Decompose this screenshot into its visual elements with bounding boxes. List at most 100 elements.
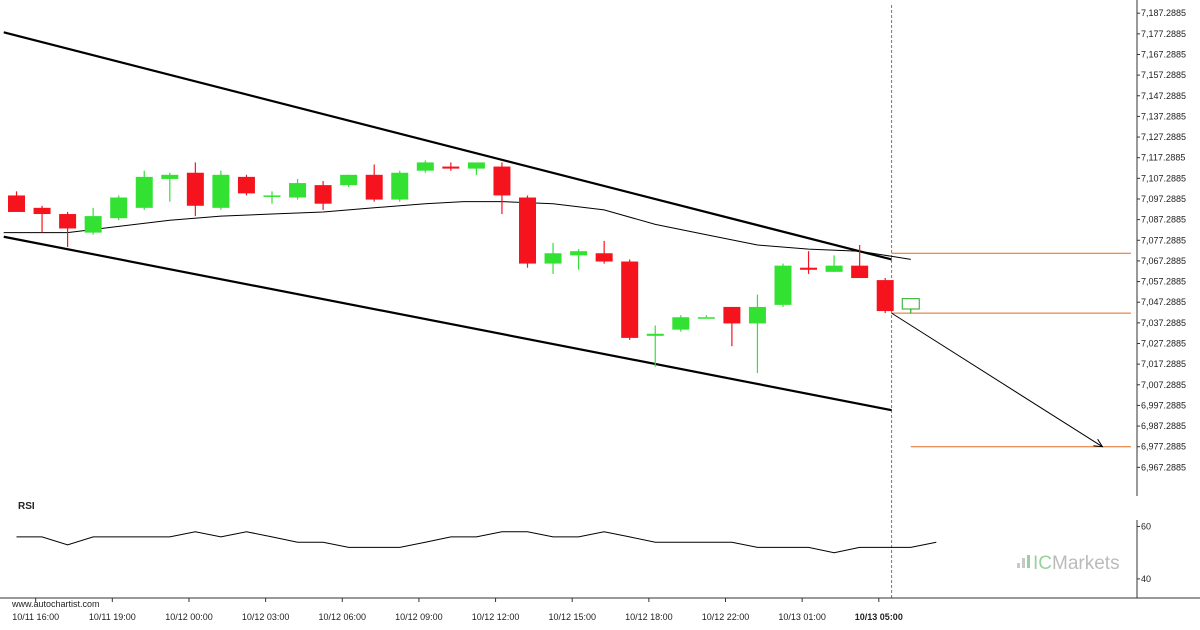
candle <box>237 174 255 196</box>
candle-body <box>876 280 894 312</box>
price-tick-label: 7,167.2885 <box>1141 49 1186 59</box>
candle <box>340 174 358 188</box>
candle-body <box>672 317 690 330</box>
price-tick-label: 7,007.2885 <box>1141 380 1186 390</box>
candle-body <box>800 267 818 270</box>
candle-body <box>467 162 485 169</box>
candle-body <box>748 306 766 324</box>
candle <box>901 298 920 314</box>
candle-body <box>340 174 358 186</box>
price-tick-label: 7,147.2885 <box>1141 91 1186 101</box>
price-tick-label: 7,047.2885 <box>1141 297 1186 307</box>
brand-name: Markets <box>1052 553 1120 574</box>
candle <box>800 251 818 274</box>
candle-body <box>570 251 588 256</box>
candle-body <box>442 166 460 169</box>
candle <box>391 170 409 202</box>
time-tick-label: 10/12 03:00 <box>242 612 290 622</box>
forecast-arrow-line <box>891 312 1103 448</box>
channel-upper-line <box>3 31 892 261</box>
moving-average-line <box>3 201 911 260</box>
time-tick-label: 10/13 01:00 <box>778 612 826 622</box>
candle <box>365 164 383 202</box>
candle <box>851 244 869 279</box>
price-tick-label: 7,107.2885 <box>1141 173 1186 183</box>
brand-bar-3 <box>1027 555 1030 568</box>
candle <box>544 242 562 274</box>
time-tick-label: 10/12 18:00 <box>625 612 673 622</box>
watermark-text: www.autochartist.com <box>11 599 100 609</box>
candle <box>8 191 25 212</box>
price-tick-label: 7,037.2885 <box>1141 318 1186 328</box>
rsi-line <box>16 531 937 554</box>
price-axis: 7,187.2885 7,177.2885 7,167.2885 7,157.2885… <box>1136 0 1186 496</box>
candle-body <box>519 197 536 264</box>
candle-body <box>186 172 204 206</box>
candle <box>110 195 128 221</box>
time-tick-label: 10/11 16:00 <box>12 612 59 622</box>
candle <box>263 191 281 204</box>
candle <box>212 170 230 210</box>
candle-body <box>416 162 434 171</box>
price-tick-label: 6,997.2885 <box>1141 400 1186 410</box>
time-tick-label: 10/12 06:00 <box>318 612 366 622</box>
candle <box>59 211 77 248</box>
candle-body <box>135 176 153 208</box>
time-tick-label: 10/12 00:00 <box>165 612 213 622</box>
candle <box>876 278 894 314</box>
forecast-arrow-head <box>1093 438 1104 448</box>
rsi-title: RSI <box>18 501 35 512</box>
price-tick-label: 7,067.2885 <box>1141 256 1186 266</box>
candle-body <box>84 216 102 233</box>
candle-body <box>697 317 715 319</box>
candle <box>697 315 715 319</box>
candle <box>825 255 843 272</box>
candle <box>416 160 434 173</box>
time-tick-label: 10/11 19:00 <box>89 612 136 622</box>
candle-body <box>851 265 869 279</box>
candle-body <box>493 166 511 196</box>
time-tick-label: 10/12 09:00 <box>395 612 443 622</box>
candle <box>774 263 792 307</box>
price-plot <box>3 5 1131 598</box>
brand-bar-2 <box>1022 558 1025 568</box>
candle-body <box>774 265 792 305</box>
price-tick-label: 6,977.2885 <box>1141 442 1186 452</box>
candle <box>467 162 485 175</box>
candle-body <box>237 176 255 194</box>
candle-body <box>621 261 639 338</box>
time-tick-label: 10/12 12:00 <box>472 612 520 622</box>
candle <box>519 195 536 268</box>
candle <box>595 240 613 264</box>
price-tick-label: 7,157.2885 <box>1141 70 1186 80</box>
price-tick-label: 7,117.2885 <box>1141 153 1185 163</box>
price-tick-label: 7,127.2885 <box>1141 132 1186 142</box>
candle <box>135 170 153 210</box>
price-tick-label: 7,027.2885 <box>1141 338 1186 348</box>
price-tick-label: 7,087.2885 <box>1141 215 1186 225</box>
candle <box>621 259 639 340</box>
candle-body <box>646 333 664 336</box>
brand-prefix: IC <box>1033 553 1052 574</box>
channel-lower-line <box>3 235 892 412</box>
candle <box>33 205 51 233</box>
candle-body <box>110 197 128 219</box>
candle-body <box>544 253 562 264</box>
candle <box>493 162 511 215</box>
candle-body <box>825 265 843 272</box>
time-axis: 10/11 16:00 10/11 19:00 10/12 00:00 10/12 0… <box>0 597 1200 622</box>
candle-body <box>723 306 741 324</box>
candle <box>314 181 332 210</box>
candle <box>723 306 741 347</box>
candle-body <box>391 172 409 200</box>
candle-body <box>314 185 332 204</box>
price-tick-label: 7,187.2885 <box>1141 8 1186 18</box>
candle <box>289 178 307 200</box>
candle-body <box>365 174 383 200</box>
candle-body <box>212 174 230 208</box>
price-tick-label: 7,137.2885 <box>1141 111 1186 121</box>
candle <box>748 294 766 373</box>
candle-body <box>901 298 920 310</box>
brand-bar-1 <box>1017 563 1020 568</box>
